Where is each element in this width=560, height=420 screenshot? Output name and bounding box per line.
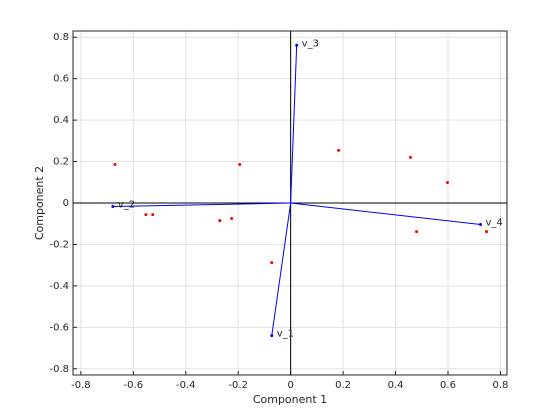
vector-tip (111, 205, 115, 209)
vector-label: v_4 (486, 218, 503, 229)
y-tick-label: -0.4 (49, 281, 69, 292)
point (144, 213, 148, 217)
y-tick-label: 0.8 (53, 32, 69, 43)
point (408, 155, 412, 159)
y-tick-label: -0.2 (49, 239, 69, 250)
x-tick-label: -0.6 (124, 380, 144, 391)
point (337, 148, 341, 152)
vector (290, 45, 298, 204)
x-tick-label: -0.2 (228, 380, 248, 391)
x-tick-label: 0.6 (440, 380, 456, 391)
y-tick-label: -0.6 (49, 322, 69, 333)
vector (290, 202, 481, 226)
y-axis-label: Component 2 (33, 166, 46, 240)
point (270, 261, 274, 265)
x-tick-label: -0.4 (176, 380, 196, 391)
y-tick-label: 0.6 (53, 74, 69, 85)
point (445, 180, 449, 184)
vector-label: v_3 (302, 38, 319, 49)
point (113, 162, 117, 166)
point (151, 213, 155, 217)
x-tick-label: 0.4 (388, 380, 404, 391)
vector-tip (270, 334, 274, 338)
x-tick-label: -0.8 (71, 380, 91, 391)
point (485, 230, 489, 234)
x-axis-label: Component 1 (253, 393, 327, 406)
y-tick-label: -0.8 (49, 364, 69, 375)
y-tick-label: 0 (63, 198, 69, 209)
vector-label: v_2 (118, 200, 135, 211)
y-tick-label: 0.4 (53, 115, 69, 126)
x-tick-label: 0.8 (492, 380, 508, 391)
point (238, 162, 242, 166)
point (230, 217, 234, 221)
point (415, 230, 419, 234)
y-tick-label: 0.2 (53, 157, 69, 168)
x-tick-label: 0.2 (335, 380, 351, 391)
vector-tip (295, 43, 299, 47)
x-tick-label: 0 (287, 380, 293, 391)
vector-label: v_1 (277, 329, 294, 340)
vector (271, 202, 292, 336)
vector-tip (479, 223, 483, 227)
point (218, 219, 222, 223)
vector (112, 202, 291, 208)
